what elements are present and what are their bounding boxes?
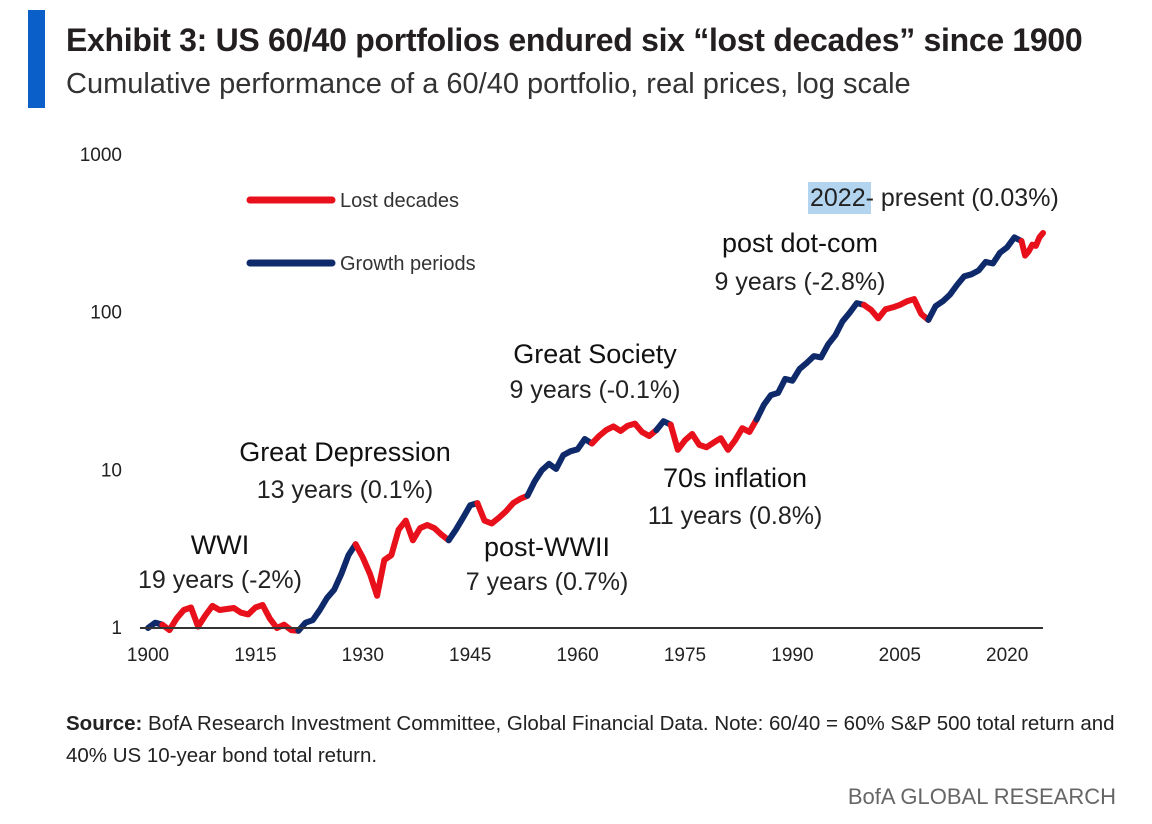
- x-tick-label: 1975: [664, 645, 706, 666]
- x-tick-label: 1900: [127, 645, 169, 666]
- lost-decade-segment: [159, 602, 302, 634]
- annotation-title: WWI: [191, 530, 249, 560]
- annotation-detail: 7 years (0.7%): [466, 568, 629, 596]
- footer-brand: BofA GLOBAL RESEARCH: [847, 784, 1116, 809]
- x-tick-label: 2005: [879, 645, 921, 666]
- annotations: WWI 19 years (-2%) Great Depression 13 year…: [138, 182, 1059, 596]
- x-tick-label: 1930: [342, 645, 384, 666]
- lost-decade-segment: [861, 296, 932, 323]
- annotation-detail: 9 years (-0.1%): [510, 376, 681, 404]
- chart-subtitle: Cumulative performance of a 60/40 portfo…: [66, 68, 911, 100]
- x-tick-label: 1960: [556, 645, 598, 666]
- chart-canvas: 1 10 100 1000 1900 1915 1930 1945 1960 1975 1990 2…: [80, 145, 1059, 666]
- legend-label: Growth periods: [340, 253, 476, 275]
- y-tick-label: 100: [90, 303, 122, 324]
- x-tick-label: 2020: [986, 645, 1028, 666]
- annotation-highlight-year: 2022: [810, 184, 866, 212]
- x-axis: 1900 1915 1930 1945 1960 1975 1990 2005 2020: [127, 645, 1028, 666]
- growth-period-segment: [524, 436, 595, 499]
- annotation-detail: 19 years (-2%): [138, 566, 302, 594]
- legend-label: Lost decades: [340, 190, 459, 212]
- x-tick-label: 1915: [234, 645, 276, 666]
- annotation-detail-text: - present (0.03%): [866, 184, 1059, 212]
- annotation-title: Great Society: [513, 339, 677, 369]
- annotation-detail: 11 years (0.8%): [648, 502, 823, 530]
- annotation-title: Great Depression: [239, 437, 451, 467]
- annotation-title: 70s inflation: [663, 463, 807, 493]
- annotation-detail: 9 years (-2.8%): [715, 268, 886, 296]
- y-tick-label: 10: [101, 460, 122, 481]
- source-text: BofA Research Investment Committee, Glob…: [66, 712, 1115, 767]
- growth-period-segment: [445, 500, 481, 544]
- source-note: Source: BofA Research Investment Committ…: [66, 708, 1126, 772]
- x-tick-label: 1945: [449, 645, 491, 666]
- chart-title: Exhibit 3: US 60/40 portfolios endured s…: [66, 22, 1083, 58]
- y-tick-label: 1000: [80, 145, 122, 166]
- source-label: Source:: [66, 712, 143, 735]
- lost-decade-segment: [474, 492, 531, 527]
- lost-decade-segment: [352, 517, 452, 599]
- annotation-detail: 13 years (0.1%): [257, 476, 433, 504]
- title-accent-bar: [28, 10, 45, 108]
- annotation-title: post dot-com: [722, 228, 878, 258]
- y-tick-label: 1: [111, 618, 122, 639]
- legend: Lost decades Growth periods: [246, 190, 476, 275]
- x-tick-label: 1990: [771, 645, 813, 666]
- series-lines: [145, 230, 1046, 634]
- lost-decade-segment: [588, 420, 660, 447]
- lost-decade-segment: [1018, 230, 1046, 259]
- annotation-title: post-WWII: [484, 532, 610, 562]
- lost-decade-segment: [667, 416, 760, 453]
- growth-period-segment: [925, 234, 1025, 323]
- y-axis: 1 10 100 1000: [80, 145, 122, 639]
- growth-period-segment: [753, 300, 867, 423]
- annotation-detail: 2022- present (0.03%): [810, 184, 1059, 212]
- year-highlight: [808, 182, 871, 214]
- growth-period-segment: [295, 541, 359, 634]
